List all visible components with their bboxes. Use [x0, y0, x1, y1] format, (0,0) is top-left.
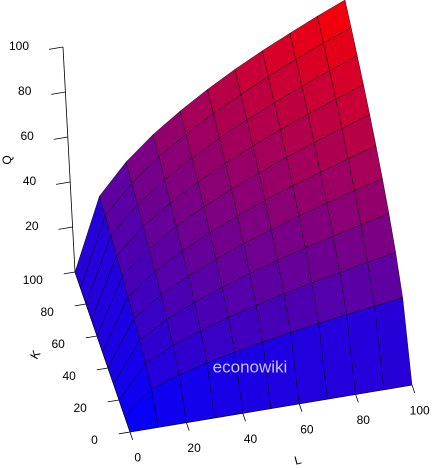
- y-tick-label: 40: [62, 369, 76, 383]
- z-tick: [53, 136, 68, 140]
- y-tick: [118, 431, 131, 435]
- watermark: econowiki: [213, 357, 288, 376]
- z-tick-label: 80: [18, 84, 32, 98]
- x-axis-title: L: [293, 452, 303, 467]
- x-tick-label: 80: [357, 413, 371, 427]
- z-tick: [51, 91, 66, 95]
- x-tick: [242, 413, 246, 422]
- z-tick-label: 60: [20, 129, 34, 143]
- x-tick: [355, 394, 359, 403]
- z-tick: [48, 46, 64, 50]
- y-tick-label: 20: [73, 401, 87, 415]
- x-tick-label: 60: [300, 422, 314, 436]
- x-tick-label: 40: [244, 432, 258, 446]
- x-tick-label: 20: [187, 441, 201, 455]
- z-tick-label: 100: [9, 39, 29, 53]
- z-tick-label: 20: [25, 219, 39, 233]
- y-tick: [107, 399, 120, 403]
- y-tick-label: 0: [91, 433, 98, 447]
- x-tick: [411, 384, 416, 394]
- x-tick: [186, 422, 190, 431]
- z-axis-title: Q: [0, 155, 14, 164]
- y-tick: [96, 367, 109, 371]
- y-tick: [63, 271, 76, 275]
- y-tick-label: 60: [51, 337, 65, 351]
- x-tick-label: 0: [134, 451, 141, 465]
- surface-cell: [374, 297, 413, 390]
- z-tick: [58, 226, 73, 230]
- y-tick-label: 80: [40, 305, 54, 319]
- z-tick: [56, 181, 71, 185]
- z-axis-line: [62, 46, 76, 273]
- x-tick: [298, 403, 303, 412]
- x-tick-label: 100: [410, 404, 430, 418]
- z-tick-label: 40: [23, 174, 37, 188]
- y-tick: [74, 303, 87, 307]
- y-tick: [85, 335, 98, 339]
- x-tick: [129, 431, 134, 441]
- y-tick-label: 100: [23, 273, 43, 287]
- y-axis-title: K: [27, 348, 43, 362]
